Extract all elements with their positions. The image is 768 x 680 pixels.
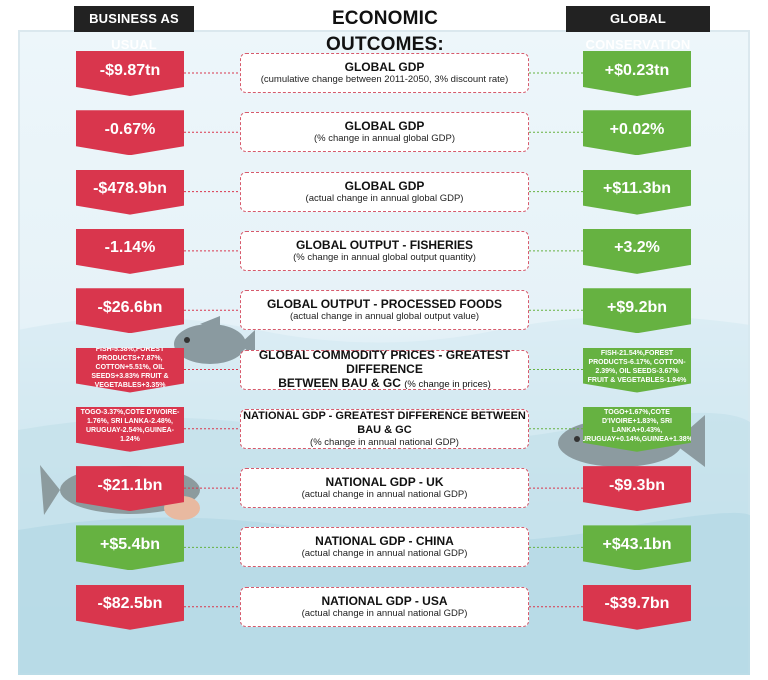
outcome-title: NATIONAL GDP - CHINA <box>315 534 454 549</box>
gc-value-tag: -$39.7bn <box>583 584 691 630</box>
outcome-title: GLOBAL GDP <box>344 178 425 193</box>
outcome-box: NATIONAL GDP - CHINA (actual change in an… <box>240 527 529 568</box>
bau-value-tag: FISH-5.38%,FOREST PRODUCTS+7.87%, COTTON… <box>76 347 184 393</box>
outcome-box: NATIONAL GDP - GREATEST DIFFERENCE BETWE… <box>240 408 529 449</box>
outcome-subtitle: (actual change in annual global output v… <box>289 311 480 323</box>
outcome-box: GLOBAL OUTPUT - PROCESSED FOODS (actual c… <box>240 290 529 331</box>
outcome-box: NATIONAL GDP - USA (actual change in annu… <box>240 586 529 627</box>
outcome-title: GLOBAL OUTPUT - PROCESSED FOODS <box>266 297 503 312</box>
outcome-title-continued: BETWEEN BAU & GC <box>278 375 405 390</box>
global-conservation-header: GLOBAL CONSERVATION <box>566 6 710 52</box>
outcome-title: GLOBAL OUTPUT - FISHERIES <box>295 237 474 252</box>
bau-value-tag: +$5.4bn <box>76 525 184 571</box>
gc-value-tag: +$11.3bn <box>583 169 691 215</box>
outcome-subtitle: (actual change in annual national GDP) <box>301 548 468 560</box>
outcome-box: GLOBAL OUTPUT - FISHERIES (% change in an… <box>240 230 529 271</box>
bau-value-tag: -$21.1bn <box>76 466 184 512</box>
outcome-box: GLOBAL GDP (cumulative change between 201… <box>240 53 529 93</box>
outcome-title: NATIONAL GDP - GREATEST DIFFERENCE BETWE… <box>243 409 526 436</box>
fish-icon <box>174 316 255 364</box>
outcome-subtitle: (actual change in annual national GDP) <box>301 607 468 619</box>
gc-value-tag: +0.02% <box>583 110 691 156</box>
outcome-subtitle: (cumulative change between 2011-2050, 3%… <box>260 74 509 85</box>
gc-value-tag: +$43.1bn <box>583 525 691 571</box>
bau-value-tag: -1.14% <box>76 228 184 274</box>
bau-value-tag: -$82.5bn <box>76 584 184 630</box>
outcome-box: GLOBAL GDP (actual change in annual globa… <box>240 171 529 212</box>
bau-value-tag: -$478.9bn <box>76 169 184 215</box>
outcome-subtitle: (% change in annual global output quanti… <box>293 251 476 263</box>
outcome-subtitle: (% change in prices) <box>404 378 491 390</box>
bau-value-tag: -$9.87tn <box>76 51 184 96</box>
bau-value-tag: TOGO-3.37%,COTE D'IVOIRE-1.76%, SRI LANK… <box>76 406 184 452</box>
outcome-subtitle: (% change in annual global GDP) <box>313 133 455 145</box>
gc-value-tag: -$9.3bn <box>583 466 691 512</box>
outcome-box: NATIONAL GDP - UK (actual change in annua… <box>240 468 529 509</box>
economic-outcomes-title: ECONOMIC OUTCOMES: <box>326 8 444 55</box>
outcome-box: GLOBAL GDP (% change in annual global GDP… <box>240 112 529 153</box>
bau-value-tag: -0.67% <box>76 110 184 156</box>
outcome-subtitle: (% change in annual national GDP) <box>310 436 459 448</box>
outcome-title-line2: BETWEEN BAU & GC (% change in prices) <box>241 376 528 392</box>
outcome-title: GLOBAL GDP <box>344 119 425 134</box>
gc-value-tag: FISH-21.54%,FOREST PRODUCTS-6.17%, COTTO… <box>583 347 691 393</box>
gc-value-tag: TOGO+1.67%,COTE D'IVOIRE+1.83%, SRI LANK… <box>583 406 691 452</box>
outcome-box: GLOBAL COMMODITY PRICES - GREATEST DIFFE… <box>240 347 529 392</box>
outcome-title: NATIONAL GDP - USA <box>321 593 448 608</box>
gc-value-tag: +$0.23tn <box>583 51 691 96</box>
outcome-subtitle: (actual change in annual global GDP) <box>305 192 464 204</box>
outcome-title: GLOBAL GDP <box>344 60 425 74</box>
outcome-subtitle: (actual change in annual national GDP) <box>301 489 468 501</box>
business-as-usual-header: BUSINESS AS USUAL <box>74 6 194 52</box>
outcome-title: NATIONAL GDP - UK <box>325 475 444 490</box>
gc-value-tag: +$9.2bn <box>583 288 691 334</box>
outcome-title: GLOBAL COMMODITY PRICES - GREATEST DIFFE… <box>258 347 511 376</box>
bau-value-tag: -$26.6bn <box>76 288 184 334</box>
gc-value-tag: +3.2% <box>583 228 691 274</box>
